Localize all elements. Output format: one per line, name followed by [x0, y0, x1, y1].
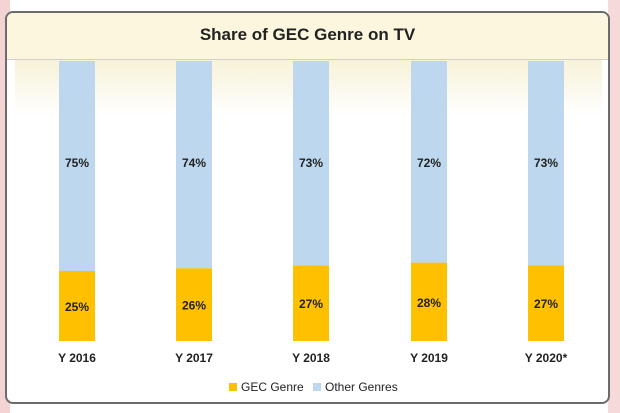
- x-tick-label: Y 2020*: [525, 351, 568, 365]
- data-label-other-genres: 73%: [534, 156, 558, 170]
- bar-other-genres: [176, 61, 212, 269]
- bar-gec-genre: [59, 271, 95, 341]
- chart-title: Share of GEC Genre on TV: [199, 25, 416, 44]
- data-label-gec-genre: 27%: [534, 297, 558, 311]
- background-accent-right: [608, 0, 620, 413]
- data-label-gec-genre: 26%: [182, 299, 206, 313]
- data-label-gec-genre: 28%: [417, 296, 441, 310]
- legend-swatch-other-genres: [313, 383, 321, 391]
- legend-swatch-gec-genre: [229, 383, 237, 391]
- x-tick-label: Y 2016: [58, 351, 96, 365]
- x-tick-label: Y 2019: [410, 351, 448, 365]
- bar-other-genres: [293, 61, 329, 266]
- x-tick-label: Y 2017: [175, 351, 213, 365]
- bar-gec-genre: [176, 268, 212, 341]
- bar-other-genres: [59, 61, 95, 271]
- data-label-gec-genre: 27%: [299, 297, 323, 311]
- title-band: [7, 13, 608, 60]
- data-label-other-genres: 72%: [417, 156, 441, 170]
- data-label-other-genres: 75%: [65, 156, 89, 170]
- data-label-gec-genre: 25%: [65, 300, 89, 314]
- x-tick-label: Y 2018: [292, 351, 330, 365]
- data-label-other-genres: 73%: [299, 156, 323, 170]
- legend-label-other-genres: Other Genres: [325, 380, 398, 394]
- bar-other-genres: [411, 61, 447, 263]
- bar-gec-genre: [411, 262, 447, 341]
- legend-label-gec-genre: GEC Genre: [241, 380, 304, 394]
- bar-other-genres: [528, 61, 564, 266]
- bar-gec-genre: [293, 265, 329, 341]
- bar-gec-genre: [528, 265, 564, 341]
- data-label-other-genres: 74%: [182, 156, 206, 170]
